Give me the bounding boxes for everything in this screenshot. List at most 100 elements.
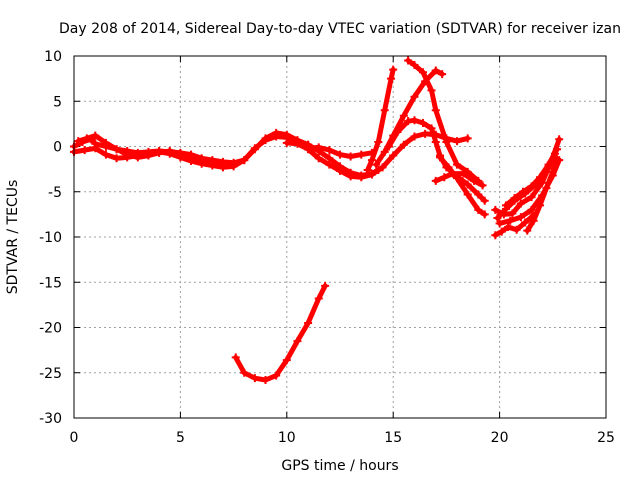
data-point — [555, 135, 564, 144]
data-point — [314, 294, 323, 303]
y-tick-label: -20 — [39, 321, 62, 337]
data-point — [380, 106, 389, 115]
data-point — [527, 182, 536, 191]
data-point — [367, 156, 376, 165]
data-point — [427, 124, 436, 133]
data-point — [480, 210, 489, 219]
data-point — [553, 155, 562, 164]
data-point — [336, 150, 344, 159]
data-point — [491, 231, 500, 240]
data-point — [553, 145, 562, 154]
y-tick-label: -10 — [39, 230, 62, 246]
data-point — [321, 281, 330, 290]
data-point — [325, 146, 334, 155]
data-point — [440, 173, 449, 182]
data-point — [261, 136, 270, 145]
data-point — [112, 154, 121, 163]
data-point — [544, 160, 553, 169]
data-point — [491, 205, 500, 214]
data-point — [501, 201, 510, 210]
data-point — [272, 371, 281, 380]
y-tick-label: -15 — [39, 275, 62, 291]
plot-area — [70, 56, 564, 384]
data-point — [453, 137, 462, 146]
data-point — [380, 147, 389, 156]
data-point — [261, 375, 270, 384]
data-point — [474, 190, 483, 199]
data-point — [374, 137, 383, 146]
data-point — [523, 226, 532, 235]
data-point — [510, 194, 519, 203]
data-point — [470, 176, 479, 185]
data-point — [372, 160, 381, 169]
data-point — [431, 176, 440, 185]
data-point — [463, 180, 472, 189]
data-point — [357, 173, 366, 182]
series-arc-5 — [304, 143, 376, 161]
series-arc-15 — [501, 145, 562, 210]
series-arc-4 — [282, 129, 472, 182]
x-tick-label: 10 — [278, 430, 296, 446]
data-point — [459, 169, 468, 178]
data-point — [478, 181, 487, 190]
data-point — [527, 193, 536, 202]
x-tick-label: 0 — [70, 430, 79, 446]
data-point — [346, 172, 355, 181]
series-arc-6 — [363, 65, 398, 175]
data-point — [91, 144, 100, 153]
data-point — [463, 190, 472, 199]
data-point — [74, 137, 83, 146]
data-point — [240, 156, 249, 165]
data-point — [399, 140, 408, 149]
data-point — [453, 160, 462, 169]
data-point — [508, 209, 517, 218]
chart-title: Day 208 of 2014, Sidereal Day-to-day VTE… — [59, 21, 621, 37]
data-point — [418, 118, 427, 127]
data-point — [282, 356, 291, 365]
data-point — [155, 148, 164, 157]
data-point — [378, 163, 387, 172]
data-point — [444, 163, 453, 172]
data-point — [304, 144, 313, 153]
data-point — [504, 223, 513, 232]
data-point — [293, 139, 302, 148]
data-point — [529, 216, 538, 225]
data-point — [367, 170, 376, 179]
series-arc-18 — [231, 281, 330, 384]
data-point — [542, 184, 551, 193]
data-point — [293, 337, 302, 346]
data-point — [101, 138, 110, 147]
data-point — [336, 166, 344, 175]
data-point — [314, 143, 323, 152]
data-point — [436, 153, 445, 162]
data-point — [346, 152, 355, 161]
data-point — [493, 213, 502, 222]
data-point — [431, 106, 440, 115]
data-point — [250, 374, 259, 383]
series-line — [233, 283, 328, 383]
data-point — [123, 150, 132, 159]
data-point — [438, 70, 447, 79]
data-point — [82, 134, 91, 143]
data-point — [410, 132, 419, 141]
y-tick-label: 0 — [53, 140, 62, 156]
data-point — [165, 147, 174, 156]
data-point — [497, 227, 506, 236]
series-arc-11 — [431, 169, 487, 190]
tick-labels: 0 5 10 15 20 25 10 5 0 -5 -10 -15 -20 -25 -30 — [39, 49, 615, 446]
data-point — [112, 145, 121, 154]
plot-frame — [73, 55, 607, 419]
data-point — [218, 159, 227, 168]
data-point — [442, 137, 451, 146]
data-point — [133, 153, 142, 162]
series-arc-17 — [523, 155, 562, 235]
x-tick-label: 5 — [176, 430, 185, 446]
data-point — [250, 144, 259, 153]
data-point — [229, 162, 238, 171]
grid — [74, 56, 606, 418]
data-point — [282, 138, 291, 147]
data-point — [357, 150, 366, 159]
data-point — [399, 111, 408, 120]
data-point — [506, 216, 515, 225]
